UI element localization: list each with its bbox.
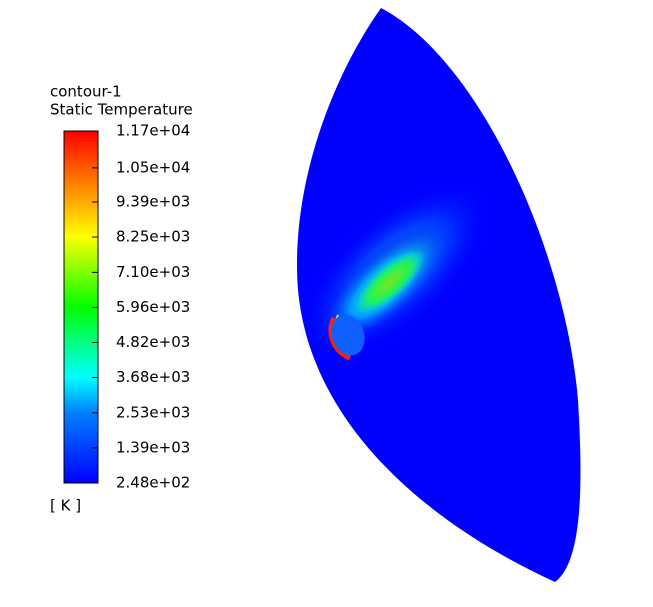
colorbar-tick-label: 2.53e+03: [116, 403, 190, 421]
colorbar-tick-label: 3.68e+03: [116, 368, 190, 386]
colorbar-tick-label: 1.05e+04: [116, 158, 190, 176]
body: [331, 314, 365, 356]
colorbar-tick-label: 1.17e+04: [116, 122, 190, 140]
colorbar-tick-label: 5.96e+03: [116, 298, 190, 316]
legend-title: contour-1: [50, 83, 122, 101]
colorbar-tick-label: 1.39e+03: [116, 438, 190, 456]
colorbar-tick-label: 4.82e+03: [116, 333, 190, 351]
wake-core: [354, 249, 426, 315]
unit-label: [ K ]: [50, 497, 81, 515]
colorbar-tick-label: 7.10e+03: [116, 263, 190, 281]
colorbar-tick-label: 2.48e+02: [116, 474, 190, 492]
shock-edge: [328, 316, 352, 361]
colorbar-tick-label: 9.39e+03: [116, 193, 190, 211]
colorbar-tick-label: 8.25e+03: [116, 228, 190, 246]
legend-subtitle: Static Temperature: [50, 101, 193, 119]
